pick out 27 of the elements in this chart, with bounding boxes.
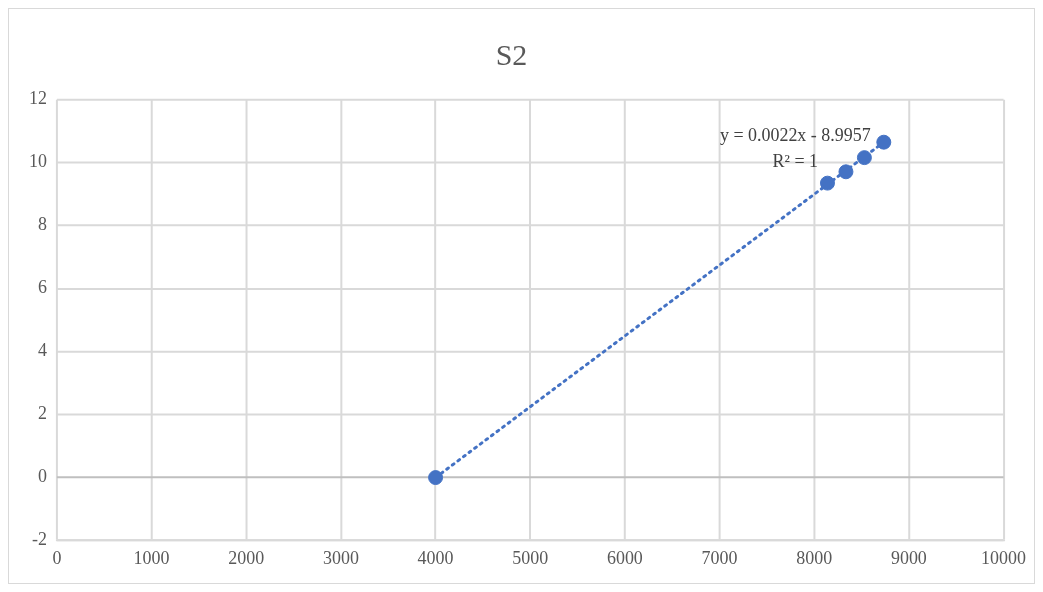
y-tick-label: 2 (37, 403, 47, 424)
annotation: y = 0.0022x - 8.9957 (719, 125, 871, 146)
y-tick-label: 10 (28, 151, 47, 172)
point (428, 470, 444, 486)
annotation: R² = 1 (772, 151, 819, 172)
x-tick-label: 6000 (606, 548, 643, 568)
point (820, 175, 835, 191)
point (856, 150, 872, 166)
x-tick-label: 2000 (228, 548, 265, 568)
x-tick-label: 0 (52, 548, 62, 568)
y-tick-label: 0 (37, 466, 47, 487)
y-tick-label: -2 (31, 529, 47, 550)
x-tick-label: 4000 (417, 548, 454, 568)
y-tick-label: 12 (28, 88, 47, 109)
x-tick-label: 3000 (322, 548, 359, 568)
x-tick-label: 5000 (512, 548, 549, 568)
point (876, 134, 892, 150)
x-tick-label: 8000 (796, 548, 833, 568)
point (838, 164, 854, 180)
y-tick-label: 8 (37, 214, 47, 235)
chart-title: S2 (495, 37, 528, 71)
x-tick-label: 1000 (133, 548, 170, 568)
x-tick-label: 7000 (701, 548, 738, 568)
y-tick-label: 6 (37, 277, 47, 298)
x-tick-label: 9000 (890, 548, 927, 568)
x-tick-label: 10000 (981, 548, 1027, 568)
y-tick-label: 4 (37, 340, 47, 361)
